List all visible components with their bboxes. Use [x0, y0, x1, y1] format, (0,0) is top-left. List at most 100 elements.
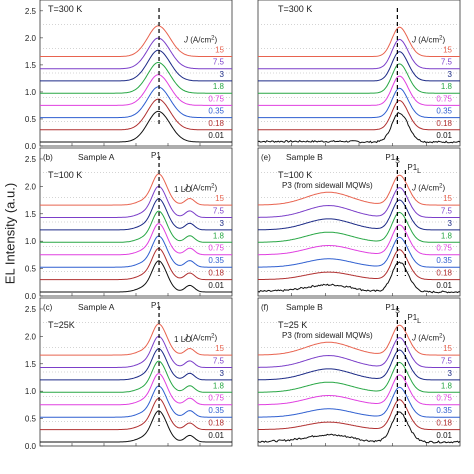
panel-f: 0.01 0.18 0.35 0.75 1.8 3 7.5 15J (A/cm2) T=25 K…	[257, 297, 461, 447]
legend-entry-0.01: 0.01	[436, 431, 452, 440]
series-line-15	[258, 26, 460, 57]
legend-entry-1.8: 1.8	[213, 231, 225, 240]
legend-entry-0.35: 0.35	[436, 107, 452, 116]
series-line-3	[258, 51, 460, 82]
legend-entry-7.5: 7.5	[213, 206, 225, 215]
legend-entry-0.18: 0.18	[436, 419, 452, 428]
y-tick-label: 1.5	[25, 210, 37, 219]
legend-title: J (A/cm2)	[411, 35, 445, 44]
legend-entry-0.75: 0.75	[436, 244, 452, 253]
peak-label-p1l: P1L	[407, 313, 421, 325]
p3-label: P3 (from sidewall MQWs)	[282, 331, 373, 340]
series-line-15	[257, 174, 460, 206]
series-line-3	[40, 348, 232, 381]
y-tick-label: 0.0	[25, 292, 37, 301]
series-line-3	[258, 349, 460, 381]
legend-entry-7.5: 7.5	[441, 58, 453, 67]
legend-entry-7.5: 7.5	[213, 356, 225, 365]
legend-entry-0.01: 0.01	[436, 131, 452, 140]
series-line-7.5	[40, 185, 232, 218]
series-line-1.8	[40, 360, 232, 393]
legend-entry-1.8: 1.8	[441, 381, 453, 390]
legend-entry-0.75: 0.75	[436, 94, 452, 103]
panel-label: (b)	[43, 153, 53, 162]
lo-phonon-label: 1 LO	[174, 335, 191, 344]
y-tick-label: 2.0	[25, 182, 37, 191]
series-line-1.8	[40, 62, 232, 94]
legend-entry-15: 15	[443, 344, 452, 353]
peak-label-p1s: P1S	[385, 153, 400, 165]
legend-title: J (A/cm2)	[183, 35, 217, 44]
legend-title: J (A/cm2)	[411, 184, 445, 193]
series-line-1.8	[258, 361, 460, 393]
y-tick-label: 2.5	[25, 7, 37, 16]
legend-entry-3: 3	[448, 369, 453, 378]
legend-entry-0.35: 0.35	[436, 256, 452, 265]
legend-entry-1.8: 1.8	[441, 82, 453, 91]
temperature-label: T=25K	[48, 320, 75, 330]
series-line-7.5	[258, 38, 460, 70]
legend-entry-0.35: 0.35	[208, 107, 224, 116]
series-line-0.75	[40, 373, 232, 406]
series-line-3	[40, 198, 232, 231]
y-tick-label: 0.5	[25, 265, 37, 274]
temperature-label: T=100 K	[278, 170, 312, 180]
series-line-0.35	[258, 386, 460, 418]
peak-label-p1: P1	[151, 151, 161, 160]
sample-label: Sample B	[286, 302, 323, 312]
y-tick-label: 0.0	[25, 442, 37, 451]
temperature-label: T=100 K	[48, 170, 82, 180]
legend-entry-0.75: 0.75	[208, 244, 224, 253]
series-line-0.35	[40, 235, 232, 268]
y-tick-label: 0.5	[25, 115, 37, 124]
panel-a: 0.0 0.5 1.0 1.5 2.0 2.5 0.01 0.18 0.35 0.75 1.8 3 7.…	[25, 0, 233, 151]
y-tick-label: 1.0	[25, 237, 37, 246]
series-line-7.5	[258, 337, 460, 368]
series-line-0.18	[40, 247, 232, 281]
legend-entry-0.75: 0.75	[208, 394, 224, 403]
panel-label: (e)	[261, 153, 271, 162]
peak-label-p1: P1	[151, 301, 161, 310]
y-tick-label: 1.0	[25, 387, 37, 396]
series-line-0.01	[257, 411, 461, 444]
peak-label-p1s: P1S	[385, 303, 400, 315]
series-line-7.5	[258, 187, 460, 218]
legend-entry-15: 15	[215, 194, 224, 203]
series-line-3	[258, 199, 460, 231]
legend-entry-3: 3	[448, 219, 453, 228]
legend-entry-0.35: 0.35	[208, 256, 224, 265]
series-line-0.75	[258, 75, 460, 106]
legend-entry-0.75: 0.75	[208, 94, 224, 103]
series-line-7.5	[40, 335, 232, 368]
series-line-0.18	[258, 249, 460, 281]
legend-entry-3: 3	[220, 219, 225, 228]
legend-entry-1.8: 1.8	[441, 231, 453, 240]
series-line-0.01	[257, 111, 461, 144]
series-line-0.75	[40, 74, 232, 106]
legend-entry-15: 15	[443, 194, 452, 203]
series-line-15	[40, 173, 232, 206]
legend-entry-7.5: 7.5	[213, 58, 225, 67]
legend-entry-0.18: 0.18	[208, 119, 224, 128]
y-tick-label: 2.5	[25, 155, 37, 164]
series-line-0.35	[40, 86, 232, 119]
panel-b: 0.0 0.5 1.0 1.5 2.0 2.5 0.01 0.18 0.35 0.75 1.8 3 7.…	[25, 147, 233, 301]
series-line-7.5	[40, 37, 232, 70]
legend-entry-0.01: 0.01	[208, 131, 224, 140]
legend-title: J (A/cm2)	[183, 184, 217, 193]
legend-entry-3: 3	[220, 70, 225, 79]
y-tick-label: 1.0	[25, 88, 37, 97]
legend-entry-1.8: 1.8	[213, 82, 225, 91]
legend-title: J (A/cm2)	[183, 334, 217, 343]
legend-entry-1.8: 1.8	[213, 381, 225, 390]
y-axis-label: EL Intensity (a.u.)	[2, 182, 18, 285]
y-tick-label: 0.0	[25, 142, 37, 151]
legend-entry-0.01: 0.01	[208, 281, 224, 290]
legend-title: J (A/cm2)	[411, 334, 445, 343]
series-line-0.01	[40, 260, 232, 293]
panel-d: 0.01 0.18 0.35 0.75 1.8 3 7.5 15 J (A/cm2) T=300 …	[257, 0, 461, 147]
y-tick-label: 2.5	[25, 305, 37, 314]
y-tick-label: 2.0	[25, 332, 37, 341]
series-line-0.18	[258, 399, 460, 431]
